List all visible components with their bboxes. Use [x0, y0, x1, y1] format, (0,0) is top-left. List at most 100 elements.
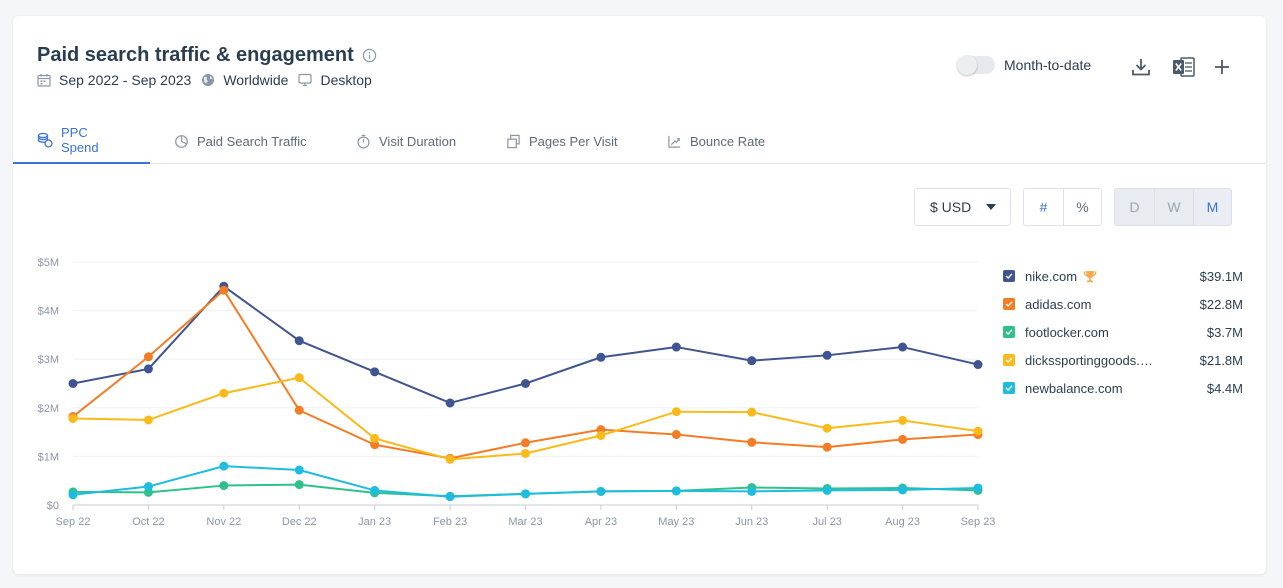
chevron-down-icon [986, 204, 996, 210]
data-point [671, 486, 681, 496]
value-mode-percent-button[interactable]: % [1063, 189, 1101, 225]
x-tick-label: Apr 23 [585, 516, 617, 528]
data-point [671, 342, 681, 352]
widget-title: Paid search traffic & engagement [37, 44, 377, 67]
granularity-week-button[interactable]: W [1154, 189, 1193, 225]
x-tick-label: Aug 23 [885, 516, 920, 528]
value-mode-toggle: # % [1023, 188, 1102, 226]
excel-export-button[interactable] [1171, 54, 1197, 80]
tab-pages-per-visit[interactable]: Pages Per Visit [482, 118, 642, 164]
x-tick-label: Jul 23 [812, 516, 841, 528]
legend-item-value: $21.8M [1199, 353, 1243, 368]
y-tick-label: $4M [38, 306, 59, 318]
currency-select[interactable]: $ USD [914, 188, 1011, 226]
data-point [370, 367, 380, 377]
data-point [822, 423, 832, 433]
data-point [521, 489, 530, 499]
data-point [219, 285, 229, 295]
legend-item-value: $3.7M [1206, 325, 1243, 340]
data-point [445, 492, 455, 502]
x-tick-label: Sep 22 [56, 516, 91, 528]
granularity-toggle: D W M [1114, 188, 1232, 226]
legend-item-name: newbalance.com [1025, 380, 1123, 396]
data-point [445, 454, 455, 464]
x-tick-label: May 23 [658, 516, 694, 528]
x-tick-label: Nov 22 [206, 516, 241, 528]
data-point [671, 407, 681, 417]
series-line [72, 289, 979, 460]
add-button[interactable] [1209, 54, 1235, 80]
granularity-day-button[interactable]: D [1129, 199, 1140, 215]
legend-item-newbalance[interactable]: newbalance.com $4.4M [1003, 374, 1243, 402]
data-point [143, 415, 153, 425]
data-point [521, 438, 530, 448]
toggle-knob [957, 55, 977, 75]
data-point [973, 360, 983, 370]
x-tick-label: Mar 23 [508, 516, 542, 528]
month-to-date-toggle[interactable] [957, 55, 995, 75]
legend-item-name: footlocker.com [1025, 324, 1109, 340]
y-tick-label: $1M [38, 451, 59, 463]
tab-bounce-rate[interactable]: Bounce Rate [643, 118, 789, 164]
trophy-icon [1083, 270, 1097, 283]
data-point [747, 356, 757, 366]
data-point [143, 482, 153, 492]
x-tick-label: Oct 22 [132, 516, 164, 528]
checkbox-icon [1003, 270, 1015, 282]
legend-item-value: $39.1M [1199, 269, 1243, 284]
bounce-icon [667, 134, 682, 149]
y-tick-label: $3M [38, 354, 59, 366]
tab-paid-search-traffic[interactable]: Paid Search Traffic [150, 118, 331, 164]
x-tick-label: Sep 23 [961, 516, 996, 528]
data-point [671, 430, 681, 440]
granularity-month-button[interactable]: M [1193, 189, 1231, 225]
region-text: Worldwide [223, 72, 289, 88]
widget-meta: Sep 2022 - Sep 2023 Worldwide Desktop [37, 72, 382, 88]
data-point [68, 490, 78, 500]
date-range[interactable]: Sep 2022 - Sep 2023 [37, 72, 191, 88]
tab-ppc-spend[interactable]: PPC Spend [13, 118, 150, 164]
globe-icon [201, 73, 215, 87]
region[interactable]: Worldwide [201, 72, 288, 88]
data-point [294, 373, 304, 383]
legend-item-nike[interactable]: nike.com $39.1M [1003, 262, 1243, 290]
checkbox-icon [1003, 298, 1015, 310]
data-point [596, 352, 606, 362]
chart-legend: nike.com $39.1M adidas.com $22.8M footlo… [1003, 262, 1243, 402]
data-point [747, 486, 757, 496]
pie-chart-icon [174, 134, 189, 149]
legend-item-name: dickssportinggoods.com [1025, 352, 1153, 368]
tab-visit-duration[interactable]: Visit Duration [332, 118, 480, 164]
data-point [143, 352, 153, 362]
info-icon[interactable] [362, 48, 377, 63]
timer-icon [356, 134, 371, 149]
y-tick-label: $0 [47, 500, 59, 512]
legend-item-dickssportinggoods[interactable]: dickssportinggoods.com $21.8M [1003, 346, 1243, 374]
value-mode-number-button[interactable]: # [1039, 199, 1048, 215]
legend-item-value: $4.4M [1206, 381, 1243, 396]
tab-paid-search-traffic-label: Paid Search Traffic [197, 133, 307, 149]
metric-tabs: PPC Spend Paid Search Traffic Visit Dura… [13, 118, 1266, 164]
data-point [521, 448, 530, 458]
widget-card: Paid search traffic & engagement Sep 202… [13, 16, 1266, 574]
y-tick-label: $2M [38, 403, 59, 415]
desktop-icon [298, 73, 313, 87]
legend-item-adidas[interactable]: adidas.com $22.8M [1003, 290, 1243, 318]
ppc-spend-chart: $0 $1M $2M $3M $4M $5M Sep 22 Oct 22 Nov 22 Dec 2… [38, 257, 996, 528]
tab-ppc-spend-label: PPC Spend [61, 125, 99, 155]
data-point [898, 415, 908, 425]
data-point [370, 433, 380, 443]
download-button[interactable] [1128, 54, 1154, 80]
legend-item-name: adidas.com [1025, 296, 1092, 312]
download-icon [1130, 56, 1152, 78]
data-point [898, 485, 908, 495]
data-point [973, 483, 983, 493]
data-point [521, 379, 530, 388]
x-tick-label: Jun 23 [735, 516, 768, 528]
legend-item-footlocker[interactable]: footlocker.com $3.7M [1003, 318, 1243, 346]
data-point [294, 336, 304, 346]
device-text: Desktop [320, 72, 372, 88]
device[interactable]: Desktop [298, 72, 372, 88]
data-point [898, 434, 908, 444]
calendar-icon [37, 73, 51, 87]
